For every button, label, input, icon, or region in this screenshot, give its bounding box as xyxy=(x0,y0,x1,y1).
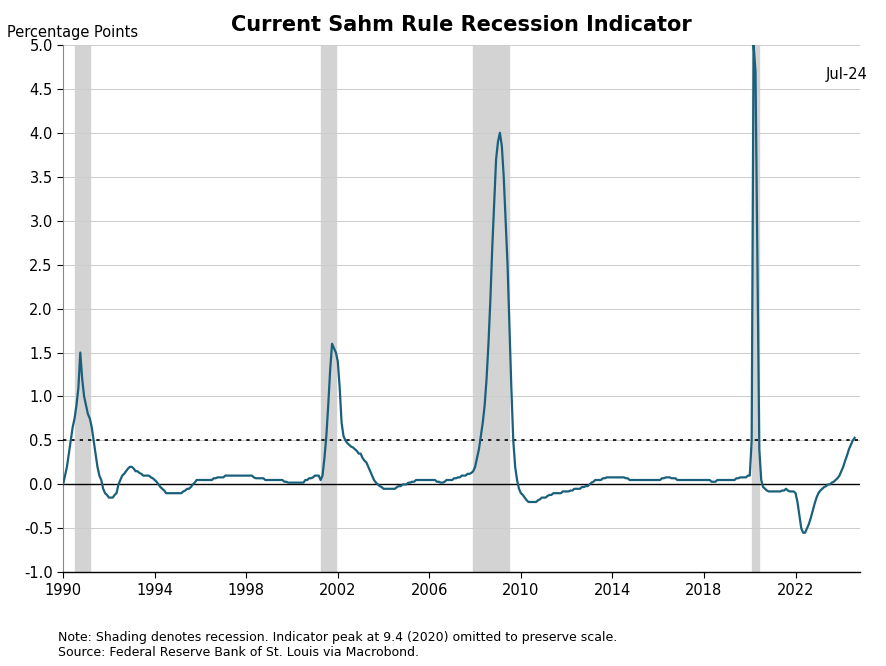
Title: Current Sahm Rule Recession Indicator: Current Sahm Rule Recession Indicator xyxy=(231,15,691,35)
Text: Note: Shading denotes recession. Indicator peak at 9.4 (2020) omitted to preserv: Note: Shading denotes recession. Indicat… xyxy=(58,631,616,659)
Bar xyxy=(473,45,509,572)
Bar xyxy=(320,45,336,572)
Text: Percentage Points: Percentage Points xyxy=(7,25,138,39)
Bar xyxy=(750,45,758,572)
Text: Jul-24: Jul-24 xyxy=(824,67,867,82)
Bar xyxy=(74,45,89,572)
